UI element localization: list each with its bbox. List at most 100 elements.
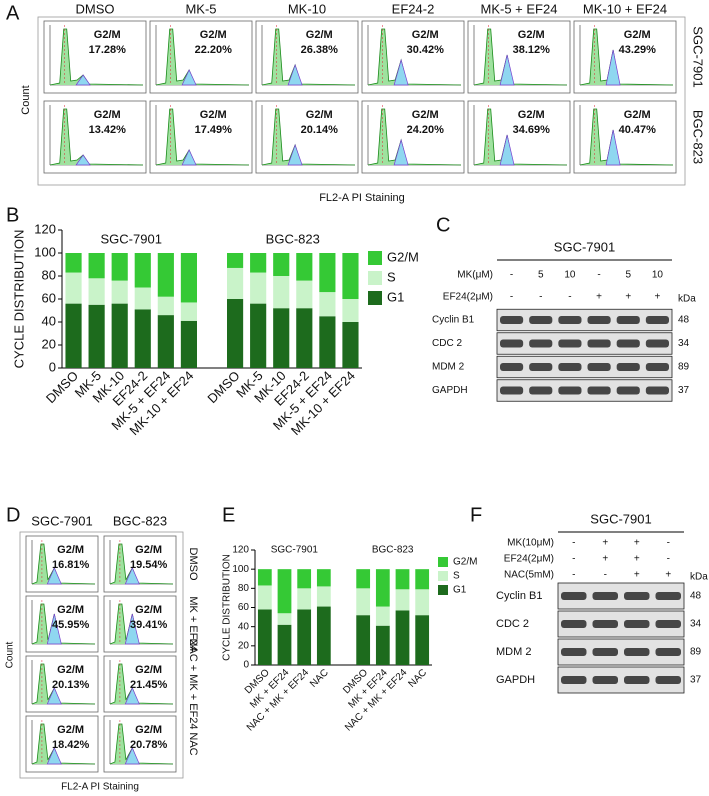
label: G2/M	[624, 109, 651, 121]
label: G2/M	[94, 29, 121, 41]
band	[624, 592, 650, 600]
blot-title: SGC-7901	[590, 511, 651, 526]
bar-segment	[296, 280, 313, 309]
label: G2/M	[306, 29, 333, 41]
column-header: DMSO	[76, 1, 115, 16]
bar-segment	[227, 299, 244, 368]
band	[624, 620, 650, 628]
bar-segment	[342, 322, 359, 368]
band	[592, 592, 618, 600]
condition-value: -	[667, 554, 670, 565]
panel-letter: F	[470, 504, 482, 526]
band	[558, 316, 582, 324]
g2-peak	[393, 138, 409, 166]
bar-segment	[157, 253, 174, 297]
g2-peak	[287, 63, 303, 86]
label: 18.42%	[52, 739, 90, 751]
label: 20.13%	[52, 679, 90, 691]
label: G2/M	[518, 29, 545, 41]
y-tick-label: 40	[42, 313, 56, 328]
label: 16.81%	[52, 559, 90, 571]
bar-segment	[297, 569, 312, 589]
legend-label: S	[453, 571, 460, 582]
g2-peak	[75, 74, 91, 86]
legend-label: G1	[387, 289, 404, 304]
g2-peak	[124, 687, 140, 705]
label: 20.78%	[130, 739, 168, 751]
row-label: NAC	[187, 732, 199, 755]
y-tick-label: 60	[238, 602, 250, 613]
bar-segment	[257, 569, 272, 586]
y-tick-label: 80	[238, 583, 250, 594]
label: 30.42%	[407, 44, 445, 56]
band	[616, 386, 640, 395]
bar-segment	[395, 589, 410, 611]
bar-segment	[65, 272, 82, 304]
label: G2/M	[135, 664, 162, 676]
y-axis-label: CYCLE DISTRIBUTION	[222, 554, 233, 661]
g2-peak	[46, 687, 62, 705]
band	[592, 620, 618, 628]
x-tick-label: NAC	[406, 667, 429, 690]
legend-label: G1	[453, 585, 467, 596]
kda-label: 48	[690, 591, 702, 602]
bar-segment	[375, 625, 390, 665]
label: 26.38%	[301, 44, 339, 56]
bar-segment	[375, 606, 390, 626]
row-label: BGC-823	[691, 110, 706, 164]
band	[655, 648, 681, 656]
y-tick-label: 0	[49, 359, 56, 374]
bar-segment	[356, 569, 371, 589]
column-header: MK-5	[185, 1, 216, 16]
band	[500, 386, 524, 395]
g2-peak	[46, 567, 62, 585]
kda-label: 37	[690, 675, 702, 686]
legend-swatch	[438, 557, 448, 567]
condition-label: EF24(2μM)	[443, 292, 493, 303]
band	[558, 363, 582, 371]
blot-strip	[496, 308, 673, 332]
bar-segment	[415, 569, 430, 590]
condition-value: +	[602, 538, 608, 549]
bar-segment	[65, 303, 82, 368]
y-tick-label: 60	[42, 290, 56, 305]
label: G2/M	[57, 724, 84, 736]
blot-strip	[496, 379, 673, 402]
kda-label: 89	[690, 647, 702, 658]
condition-value: +	[596, 292, 602, 303]
y-tick-label: 100	[232, 564, 249, 575]
protein-label: CDC 2	[496, 618, 529, 630]
bar-segment	[157, 315, 174, 368]
row-label: MK + EF24	[187, 596, 199, 651]
bar-segment	[415, 615, 430, 665]
band	[529, 316, 553, 324]
bar-segment	[134, 309, 151, 368]
band	[645, 386, 669, 395]
bar-segment	[395, 569, 410, 590]
g2-peak	[287, 143, 303, 166]
y-tick-label: 100	[34, 244, 56, 259]
kda-label: 37	[678, 385, 690, 396]
row-label: DMSO	[187, 548, 199, 581]
y-tick-label: 40	[238, 621, 250, 632]
bar-segment	[111, 280, 128, 304]
histogram-frame	[361, 20, 465, 94]
condition-value: 10	[652, 270, 664, 281]
bar-segment	[316, 606, 331, 665]
y-tick-label: 120	[34, 221, 56, 236]
bar-segment	[227, 267, 244, 299]
condition-value: -	[568, 292, 571, 303]
y-tick-label: 20	[238, 640, 250, 651]
band	[624, 676, 650, 684]
condition-value: -	[539, 292, 542, 303]
label: G2/M	[135, 604, 162, 616]
legend-swatch	[368, 251, 382, 265]
band	[561, 620, 587, 628]
axis-label: FL2-A PI Staining	[319, 192, 405, 204]
label: 19.54%	[130, 559, 168, 571]
condition-value: +	[625, 292, 631, 303]
panel-frame	[19, 531, 184, 779]
band	[616, 316, 640, 324]
band	[529, 363, 553, 371]
column-header: MK-10	[288, 1, 326, 16]
